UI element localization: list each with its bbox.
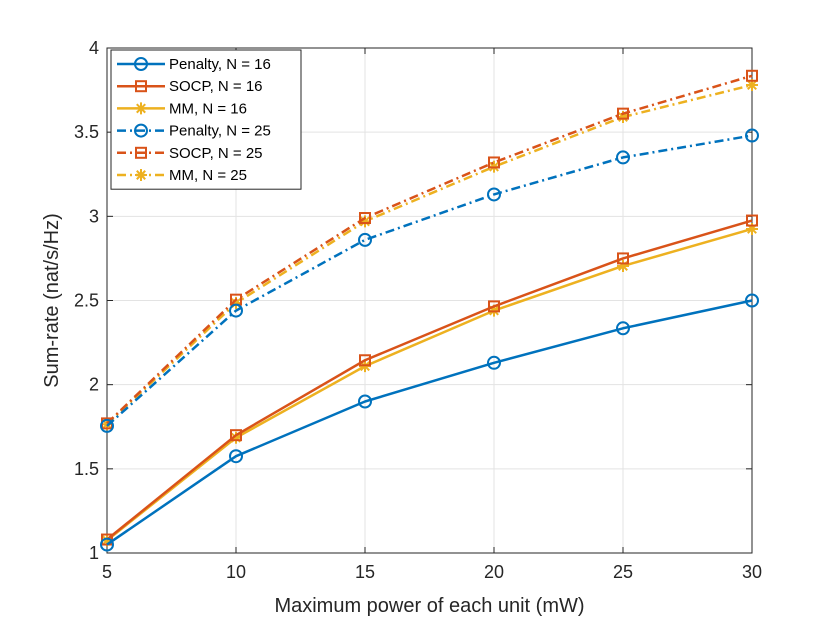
y-tick-label: 3 <box>89 206 99 226</box>
legend-item: Penalty, N = 16 <box>117 56 271 73</box>
data-point <box>358 232 372 247</box>
x-tick-label: 30 <box>742 562 762 582</box>
y-axis-title: Sum-rate (nat/s/Hz) <box>41 213 63 387</box>
legend-item: SOCP, N = 25 <box>117 145 263 162</box>
legend-label: SOCP, N = 25 <box>169 145 263 162</box>
y-tick-label: 3.5 <box>74 122 99 142</box>
data-point <box>745 128 759 143</box>
x-tick-label: 15 <box>355 562 375 582</box>
legend-label: MM, N = 16 <box>169 100 247 117</box>
series-line <box>106 299 753 546</box>
legend-item: MM, N = 25 <box>117 167 247 184</box>
legend-item: MM, N = 16 <box>117 100 247 117</box>
data-point <box>229 303 243 318</box>
legend-label: Penalty, N = 25 <box>169 123 271 140</box>
data-point <box>616 150 630 165</box>
series-line <box>106 227 753 542</box>
data-point <box>746 69 758 82</box>
legend-item: SOCP, N = 16 <box>117 78 263 95</box>
legend: Penalty, N = 16 SOCP, N = 16 MM, N = 16 Pen… <box>110 49 302 190</box>
x-axis-title: Maximum power of each unit (mW) <box>274 595 584 617</box>
x-tick-label: 5 <box>102 562 112 582</box>
y-tick-label: 2 <box>89 375 99 395</box>
x-tick-label: 20 <box>484 562 504 582</box>
y-tick-label: 1.5 <box>74 459 99 479</box>
data-point <box>746 214 758 227</box>
data-point <box>487 187 501 202</box>
y-tick-label: 4 <box>89 38 99 58</box>
data-point <box>617 107 629 120</box>
legend-marker <box>135 102 147 115</box>
data-point <box>100 537 114 552</box>
data-point <box>358 394 372 409</box>
data-point <box>488 156 500 169</box>
data-point <box>359 354 371 367</box>
legend-label: SOCP, N = 16 <box>169 78 263 95</box>
data-point <box>617 259 629 272</box>
series-line <box>106 219 753 541</box>
legend-marker <box>135 146 147 159</box>
legend-marker <box>134 57 148 71</box>
data-point <box>101 534 113 547</box>
series-socp-n-16 <box>101 214 758 546</box>
y-tick-label: 2.5 <box>74 291 99 311</box>
data-point <box>745 293 759 308</box>
data-point <box>746 79 758 92</box>
x-tick-label: 10 <box>226 562 246 582</box>
data-point <box>617 252 629 265</box>
data-point <box>359 215 371 228</box>
series-penalty-n-25 <box>100 128 759 433</box>
data-point <box>230 429 242 442</box>
data-point <box>100 418 114 433</box>
legend-marker <box>135 80 147 93</box>
y-tick-label: 1 <box>89 543 99 563</box>
series-line <box>106 134 753 427</box>
series-line <box>106 74 753 425</box>
data-point <box>359 212 371 225</box>
data-point <box>487 355 501 370</box>
legend-marker <box>134 123 148 138</box>
legend-marker <box>135 169 147 181</box>
data-point <box>230 297 242 310</box>
series-penalty-n-16 <box>100 293 759 552</box>
legend-label: MM, N = 25 <box>169 167 247 184</box>
series-line <box>106 83 753 426</box>
data-point <box>101 418 113 431</box>
x-tick-label: 25 <box>613 562 633 582</box>
legend-item: Penalty, N = 25 <box>117 123 271 140</box>
legend-box <box>110 49 302 190</box>
data-point <box>229 449 243 464</box>
data-point <box>746 222 758 235</box>
data-point <box>617 111 629 124</box>
legend-label: Penalty, N = 16 <box>169 56 271 73</box>
data-point <box>230 431 242 444</box>
data-point <box>616 321 630 336</box>
data-point <box>488 300 500 313</box>
